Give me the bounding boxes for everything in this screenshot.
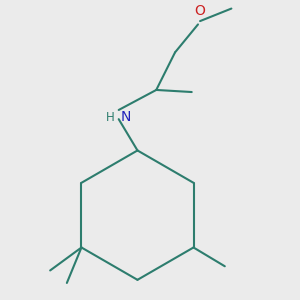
Text: H: H xyxy=(106,111,115,124)
Text: O: O xyxy=(195,4,206,18)
Text: N: N xyxy=(121,110,131,124)
